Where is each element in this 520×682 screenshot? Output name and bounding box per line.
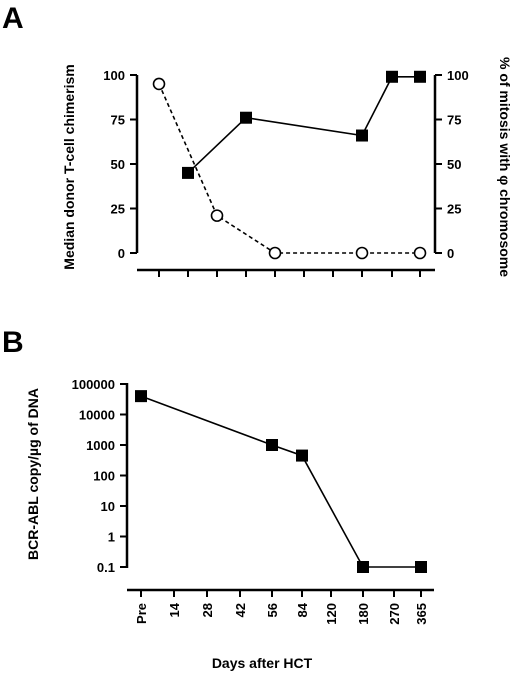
mitosis-point: [268, 246, 282, 260]
x-tick-label: 14: [167, 602, 182, 617]
chimerism-point: [240, 111, 252, 124]
left-tick-label: 25: [111, 202, 125, 217]
x-tick-label: 270: [387, 603, 402, 625]
chimerism-series-line: [187, 75, 420, 174]
bcr-abl-point: [415, 561, 427, 573]
panel-label-a: A: [2, 2, 24, 35]
y-tick-label: 1000: [86, 438, 115, 453]
x-tick-label: 42: [233, 603, 248, 617]
right-tick-label: 25: [447, 202, 461, 217]
x-tick-label: 28: [200, 603, 215, 617]
panel-label-b: B: [2, 326, 24, 359]
x-tick-label: 180: [356, 603, 371, 625]
mitosis-series-line: [158, 83, 420, 254]
x-tick-label: Pre: [134, 603, 149, 624]
chimerism-point: [356, 129, 368, 142]
y-tick-label: 0.1: [97, 560, 115, 575]
x-axis-title: Days after HCT: [212, 655, 313, 671]
left-tick-label: 0: [118, 246, 125, 261]
y-tick-label: 1: [108, 530, 115, 545]
mitosis-point: [355, 246, 369, 260]
bcr-abl-point: [357, 561, 369, 573]
y-tick-label: 100: [93, 469, 115, 484]
bcr-abl-series-line: [140, 395, 421, 568]
x-tick-label: 84: [295, 602, 310, 617]
y-axis-title: BCR-ABL copy/µg of DNA: [25, 388, 41, 560]
left-axis-title: Median donor T-cell chimerism: [61, 64, 77, 269]
right-tick-label: 75: [447, 113, 461, 128]
chimerism-point: [386, 70, 398, 83]
bcr-abl-point: [296, 449, 308, 462]
right-tick-label: 0: [447, 246, 454, 261]
left-tick-label: 75: [111, 113, 125, 128]
x-tick-label: 56: [265, 603, 280, 617]
left-tick-label: 50: [111, 157, 125, 172]
mitosis-point: [413, 246, 427, 260]
y-tick-label: 100000: [72, 377, 115, 392]
right-tick-label: 100: [447, 68, 469, 83]
chimerism-point: [182, 166, 194, 179]
bcr-abl-point: [266, 439, 278, 451]
y-tick-label: 10: [101, 499, 115, 514]
x-tick-label: 120: [324, 603, 339, 625]
right-tick-label: 50: [447, 157, 461, 172]
left-tick-label: 100: [103, 68, 125, 83]
right-axis-title: % of mitosis with φ chromosome: [497, 57, 513, 277]
bcr-abl-point: [135, 390, 147, 403]
x-tick-label: 365: [414, 603, 429, 625]
y-tick-label: 10000: [79, 408, 115, 423]
panel-b: B BCR-ABL copy/µg of DNA 100000100001000…: [2, 326, 434, 671]
mitosis-point: [210, 209, 224, 222]
chimerism-point: [414, 70, 426, 83]
panel-a: A Median donor T-cell chimerism % of mit…: [2, 2, 513, 277]
mitosis-point: [152, 77, 166, 91]
